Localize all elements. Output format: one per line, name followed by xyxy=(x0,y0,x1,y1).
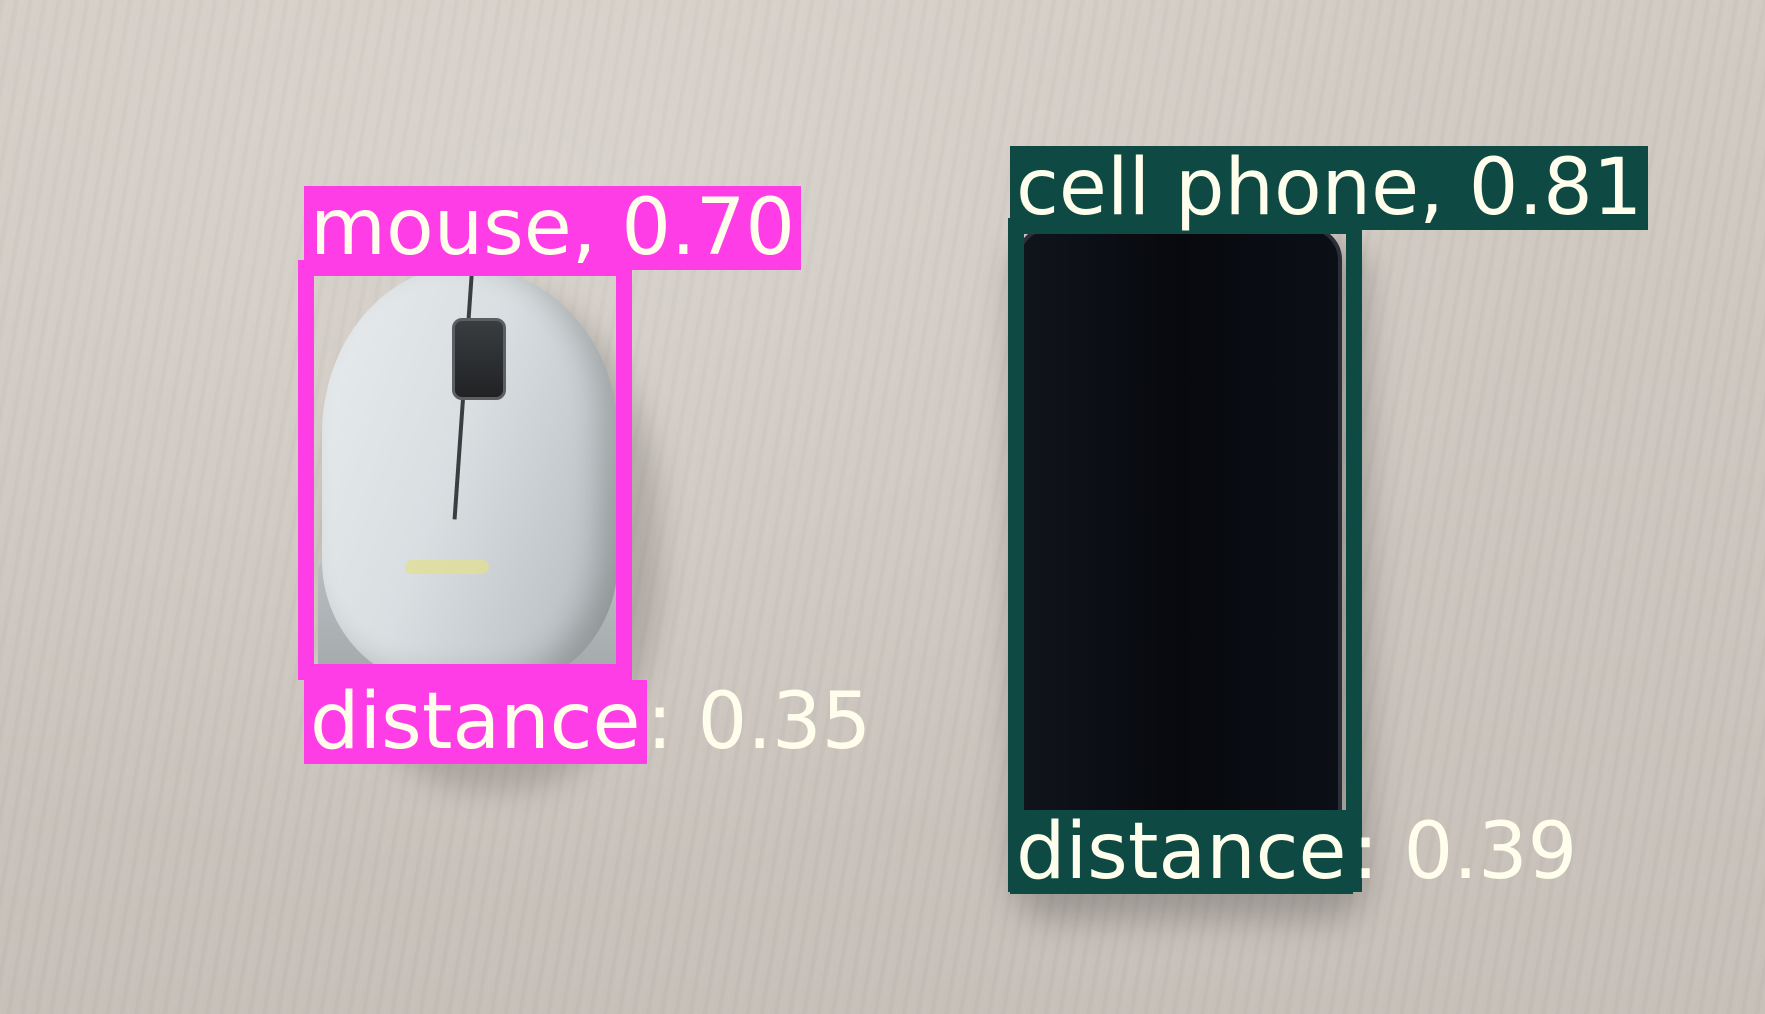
mouse-logo xyxy=(405,560,489,574)
mouse-detection-label: mouse, 0.70 xyxy=(304,186,802,270)
phone-distance-value: : 0.39 xyxy=(1352,807,1578,897)
phone-distance-readout: distance: 0.39 xyxy=(1010,810,1577,894)
mouse-distance-label: distance xyxy=(304,680,647,764)
mouse-scroll-wheel xyxy=(452,318,506,400)
phone-distance-label: distance xyxy=(1010,810,1353,894)
mouse-distance-value: : 0.35 xyxy=(646,677,872,767)
phone-bounding-box xyxy=(1008,218,1362,892)
mouse-distance-readout: distance: 0.35 xyxy=(304,680,871,764)
phone-detection-label: cell phone, 0.81 xyxy=(1010,146,1649,230)
mouse-bounding-box xyxy=(298,260,632,680)
